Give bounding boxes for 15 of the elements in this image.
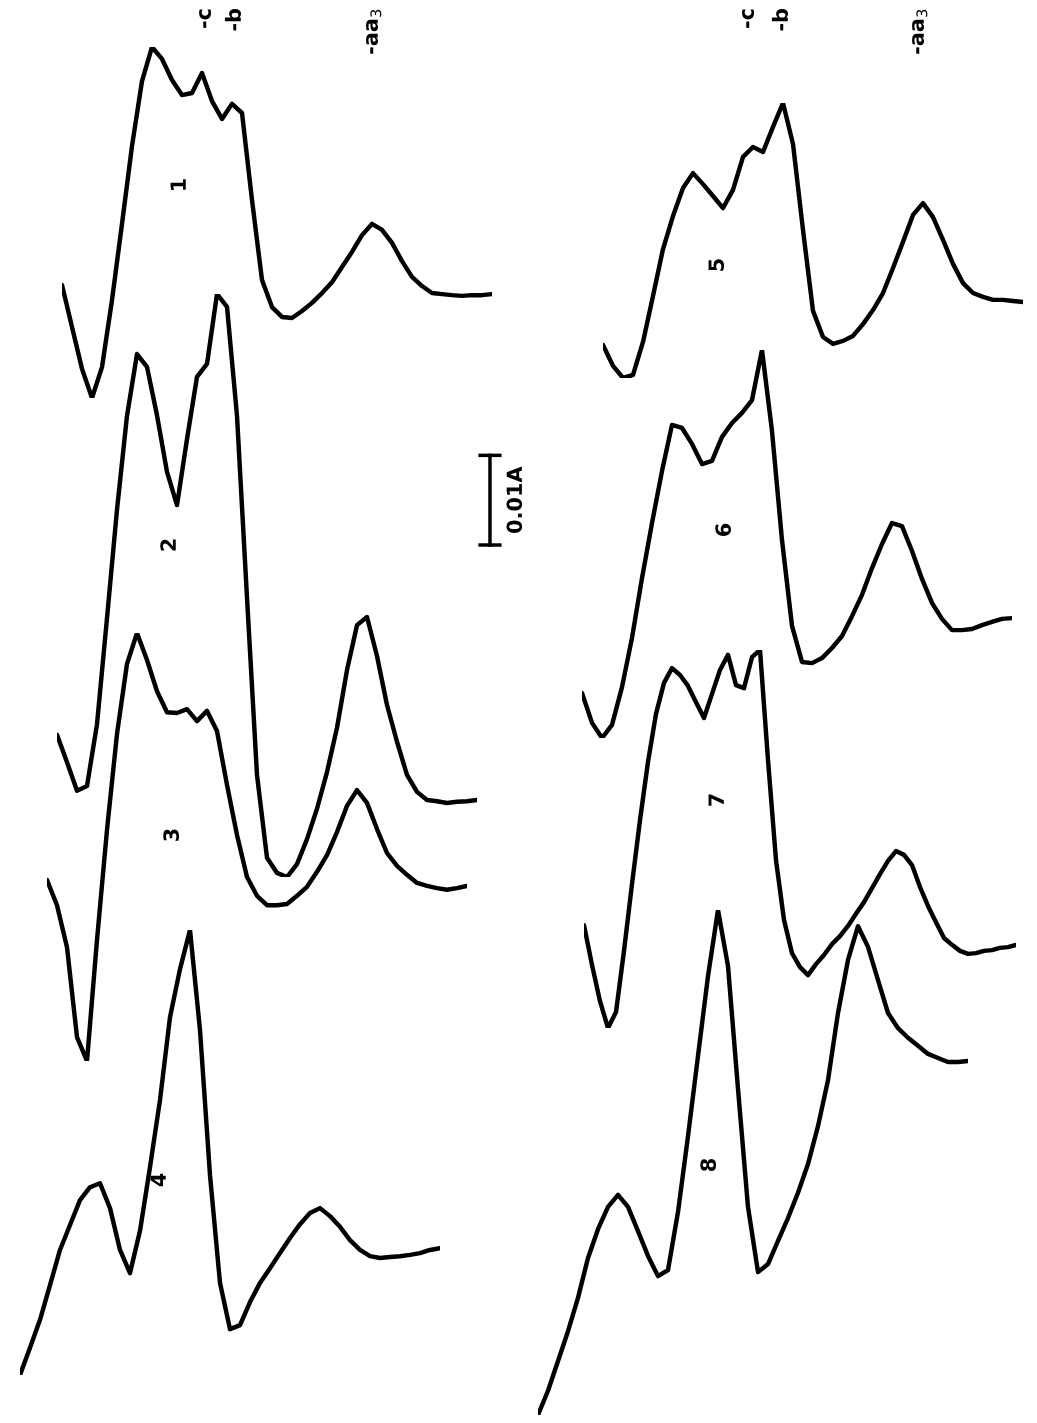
text: 5 [708,259,725,271]
text: 3 [163,829,180,841]
text: -aa$_{3}$ [912,9,928,54]
text: 6 [715,523,732,536]
annotation: -aa$_{3}$ [366,9,382,54]
text: 7 [708,794,724,806]
text: 4 [150,1173,166,1187]
text: -c [199,9,212,28]
text: -b [771,8,789,31]
text: -b [224,8,242,31]
text: 2 [160,539,176,551]
text: 0.01A [506,466,523,533]
text: -c [742,9,755,28]
text: 1 [170,179,186,190]
text: 8 [700,1159,717,1171]
